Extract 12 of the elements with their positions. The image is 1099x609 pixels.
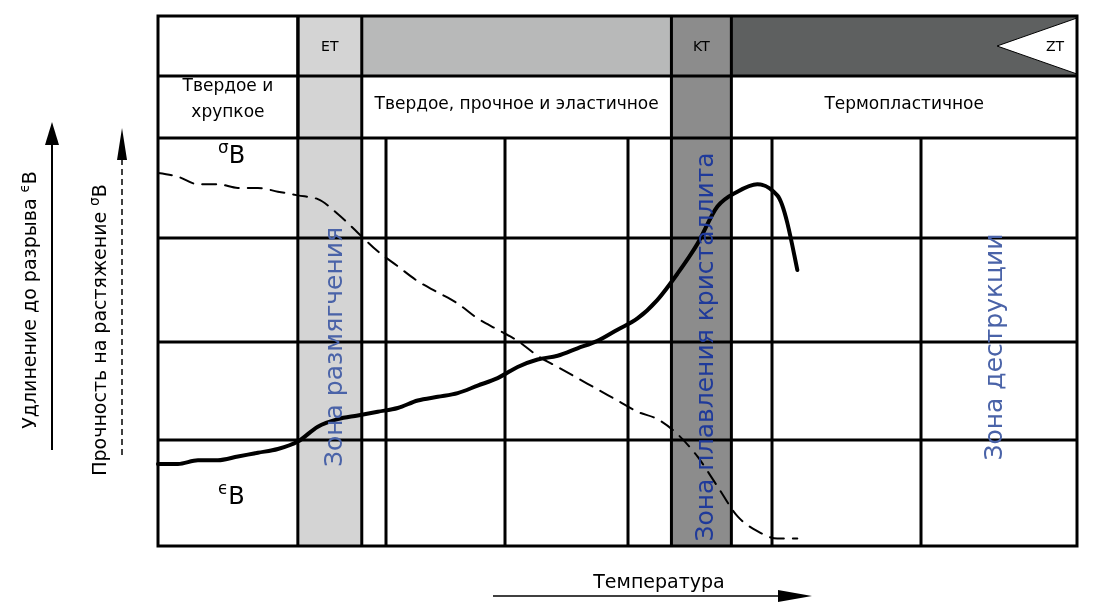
text: ZT bbox=[1045, 38, 1065, 54]
text: Твердое, прочное и эластичное bbox=[373, 93, 659, 113]
text: Термопластичное bbox=[823, 93, 984, 113]
annotation: Зона деструкции bbox=[979, 233, 1008, 461]
series-label: $^{ϵ}$B bbox=[218, 477, 245, 510]
text: ET bbox=[321, 38, 339, 54]
text: KT bbox=[693, 38, 711, 54]
annotation: Зона плавления кристаллита bbox=[690, 152, 720, 542]
text: Твердое и хрупкое bbox=[181, 75, 274, 121]
series-label: $^{σ}$B bbox=[218, 137, 246, 169]
annotation: Зона размягчения bbox=[318, 226, 348, 468]
x-axis-title: Температура bbox=[592, 570, 725, 592]
